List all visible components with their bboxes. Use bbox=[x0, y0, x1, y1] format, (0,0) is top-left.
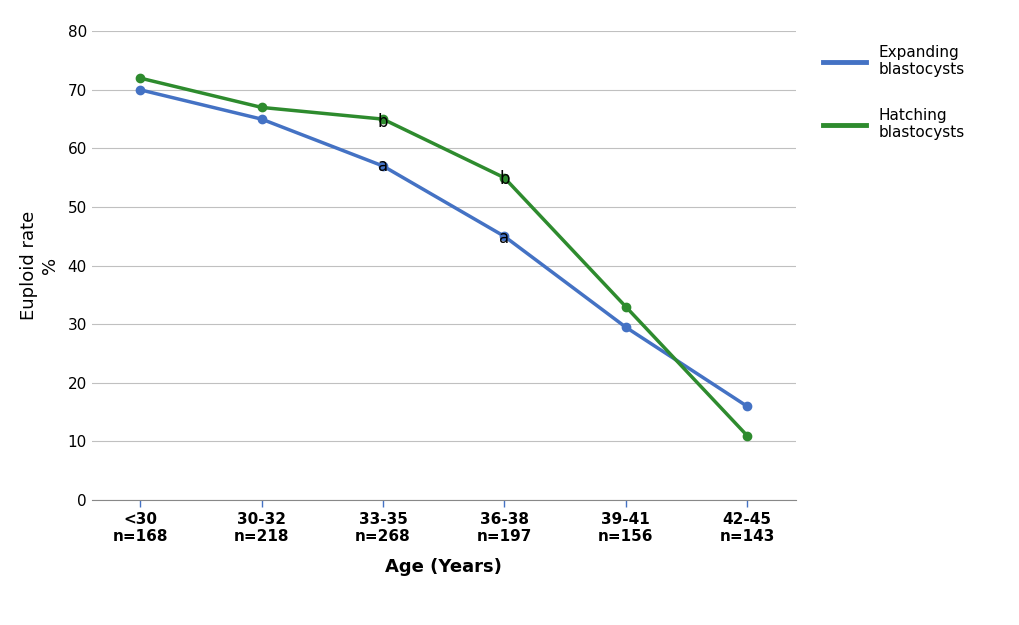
Text: a: a bbox=[378, 157, 387, 175]
X-axis label: Age (Years): Age (Years) bbox=[385, 558, 501, 576]
Text: a: a bbox=[499, 229, 508, 247]
Y-axis label: Euploid rate
%: Euploid rate % bbox=[20, 211, 59, 320]
Text: b: b bbox=[377, 113, 388, 131]
Legend: Expanding
blastocysts, Hatching
blastocysts: Expanding blastocysts, Hatching blastocy… bbox=[816, 39, 970, 146]
Text: b: b bbox=[498, 170, 510, 188]
